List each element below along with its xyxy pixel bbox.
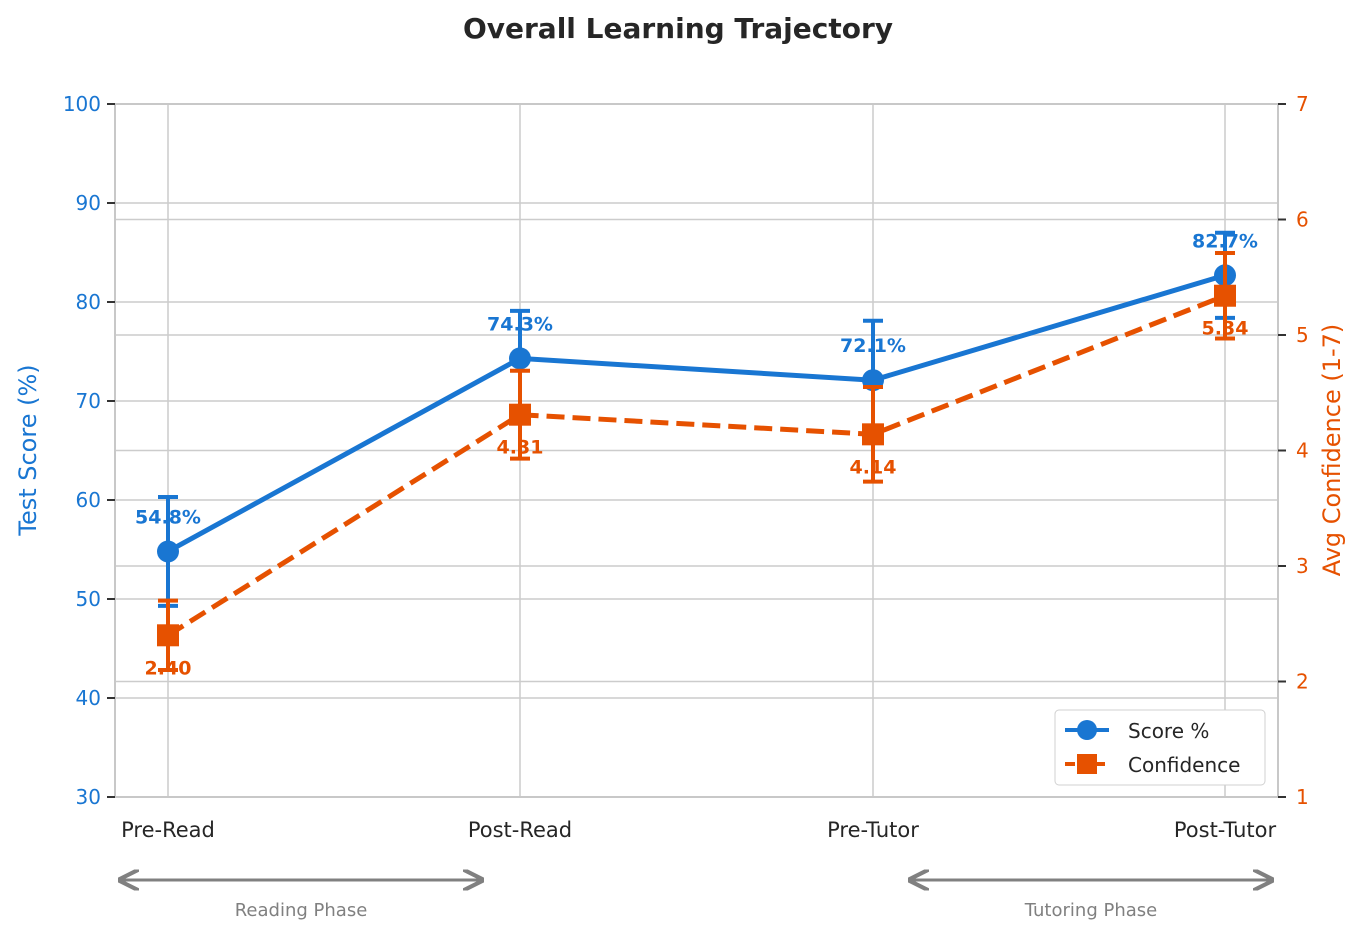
phase-label: Tutoring Phase <box>1024 900 1157 921</box>
y-left-tick-label: 50 <box>76 587 101 611</box>
y-right-tick-label: 3 <box>1296 554 1309 578</box>
y-right-label: Avg Confidence (1-7) <box>1318 324 1346 577</box>
data-point <box>509 347 531 370</box>
legend-score-marker <box>1077 720 1097 740</box>
y-left-tick-label: 100 <box>63 92 101 116</box>
x-tick-label: Post-Tutor <box>1174 818 1277 842</box>
legend-confidence-marker <box>1077 754 1097 774</box>
grid <box>115 103 1278 798</box>
data-point <box>862 423 884 446</box>
data-label: 82.7% <box>1192 230 1258 252</box>
axes: 30 40 50 60 70 80 90 100 1 2 3 4 5 6 7 Pre-Read Post-Rea… <box>63 92 1309 842</box>
data-point <box>509 403 531 426</box>
y-left-tick-label: 70 <box>76 389 101 413</box>
data-label: 74.3% <box>487 313 553 335</box>
y-left-tick-label: 60 <box>76 488 101 512</box>
data-point <box>1214 284 1236 307</box>
data-point <box>157 624 179 647</box>
y-right-tick-label: 2 <box>1296 670 1309 694</box>
data-label: 5.34 <box>1202 318 1249 340</box>
y-left-label: Test Score (%) <box>14 364 42 536</box>
phase-label: Reading Phase <box>235 900 368 921</box>
x-tick-label: Pre-Tutor <box>827 818 919 842</box>
data-label: 54.8% <box>135 506 201 528</box>
legend-score-label: Score % <box>1128 719 1209 743</box>
legend-confidence-label: Confidence <box>1128 753 1240 777</box>
phase-annotations: Reading Phase Tutoring Phase <box>120 880 1272 921</box>
series: 54.8% 74.3% 72.1% 82.7% 2.40 4.31 4.14 5.34 <box>135 230 1258 679</box>
y-right-tick-label: 4 <box>1296 439 1309 463</box>
y-left-tick-label: 90 <box>76 191 101 215</box>
y-right-tick-label: 7 <box>1296 92 1309 116</box>
y-right-tick-label: 1 <box>1296 785 1309 809</box>
y-right-tick-label: 6 <box>1296 208 1309 232</box>
chart-title: Overall Learning Trajectory <box>463 12 893 45</box>
data-label: 2.40 <box>145 657 192 679</box>
y-left-tick-label: 30 <box>76 785 101 809</box>
y-right-tick-label: 5 <box>1296 323 1309 347</box>
series-line-0 <box>166 272 1226 554</box>
y-left-tick-label: 40 <box>76 686 101 710</box>
data-label: 72.1% <box>840 335 906 357</box>
legend: Score % Confidence <box>1054 709 1266 786</box>
y-left-tick-label: 80 <box>76 290 101 314</box>
data-label: 4.31 <box>497 437 544 459</box>
data-label: 4.14 <box>850 456 897 478</box>
x-tick-label: Post-Read <box>468 818 572 842</box>
data-point <box>157 540 179 563</box>
x-tick-label: Pre-Read <box>121 818 215 842</box>
